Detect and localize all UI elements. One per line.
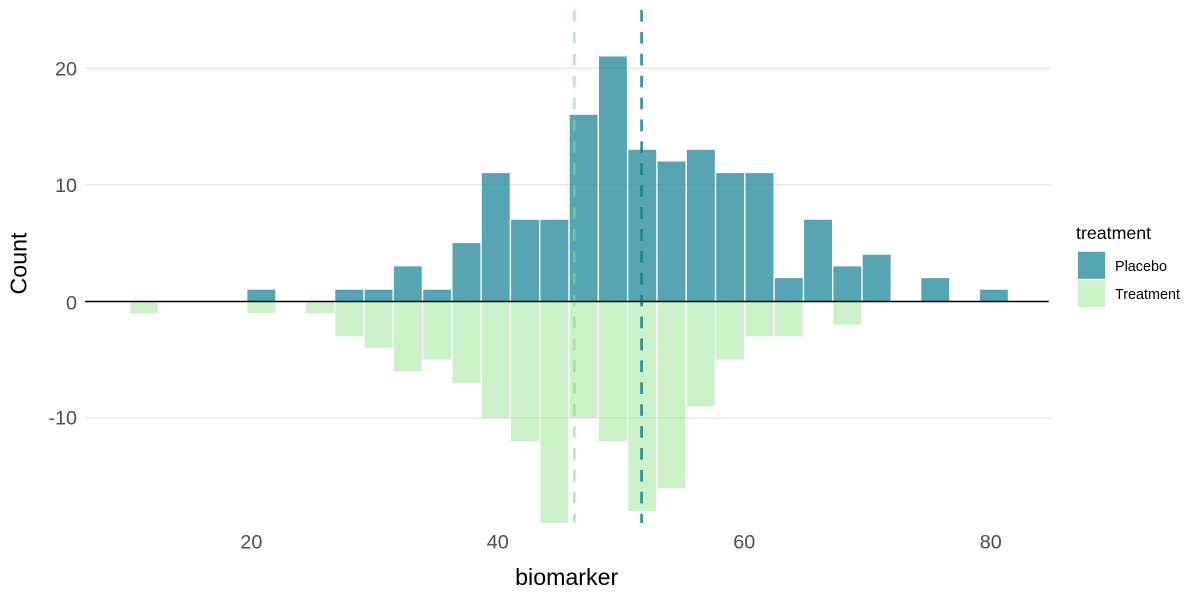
- svg-text:biomarker: biomarker: [515, 564, 618, 590]
- svg-text:80: 80: [980, 531, 1002, 553]
- svg-text:40: 40: [487, 531, 509, 553]
- svg-text:0: 0: [66, 293, 77, 315]
- svg-text:Treatment: Treatment: [1115, 287, 1180, 303]
- svg-text:Placebo: Placebo: [1115, 259, 1167, 275]
- svg-text:10: 10: [55, 175, 77, 197]
- svg-text:Count: Count: [6, 232, 32, 294]
- svg-text:20: 20: [55, 58, 77, 80]
- svg-text:60: 60: [733, 531, 755, 553]
- svg-text:treatment: treatment: [1076, 223, 1151, 243]
- svg-text:20: 20: [240, 531, 262, 553]
- svg-text:-10: -10: [48, 408, 77, 430]
